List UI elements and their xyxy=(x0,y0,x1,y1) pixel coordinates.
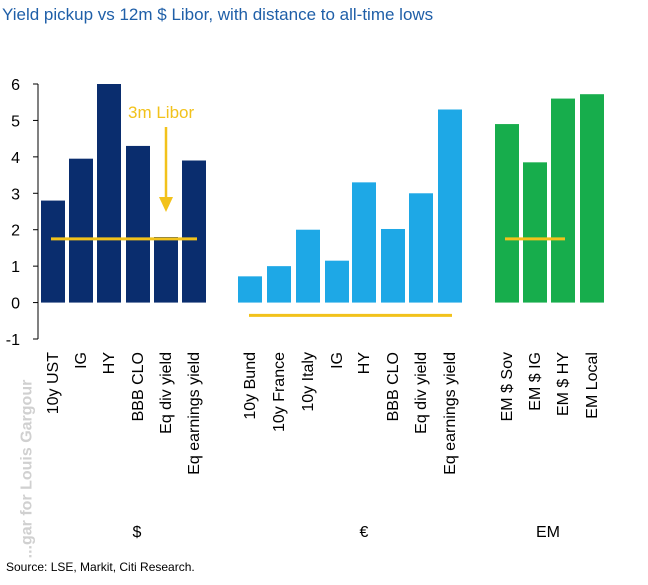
bar-eq-div-yield xyxy=(154,237,178,303)
bar-bbb-clo xyxy=(126,145,150,303)
group-label: EM xyxy=(536,524,560,541)
category-label: BBB CLO xyxy=(130,352,147,421)
bar-10y-ust xyxy=(41,200,65,303)
category-labels: 10y UST IG HY BBB CLO Eq div yield Eq earning… xyxy=(45,352,601,541)
bar-10y-france xyxy=(267,266,291,303)
bar-hy xyxy=(97,84,121,303)
bar-em-ig xyxy=(523,162,547,303)
category-label: Eq earnings yield xyxy=(442,352,459,475)
bar-em-hy xyxy=(551,98,575,303)
bar-eq-div-yield xyxy=(409,193,433,303)
category-label: 10y Bund xyxy=(242,352,259,420)
bar-ig xyxy=(325,260,349,303)
y-tick-label: 1 xyxy=(11,259,20,276)
group-label: $ xyxy=(133,524,142,541)
bars xyxy=(41,84,604,303)
category-label: Eq div yield xyxy=(158,352,175,434)
category-label: Eq div yield xyxy=(413,352,430,434)
y-tick-label: 0 xyxy=(11,296,20,313)
y-tick-label: 4 xyxy=(11,150,20,167)
source-note: Source: LSE, Markit, Citi Research. xyxy=(6,560,195,574)
category-label: HY xyxy=(101,352,118,375)
bar-ig xyxy=(69,158,93,303)
y-tick-label: 2 xyxy=(11,223,20,240)
y-tick-label: 6 xyxy=(11,77,20,94)
group-label: € xyxy=(360,524,369,541)
category-label: 10y France xyxy=(271,352,288,432)
bar-em-sov xyxy=(495,124,519,303)
chart-title: Yield pickup vs 12m $ Libor, with distan… xyxy=(2,5,434,24)
category-label: HY xyxy=(356,352,373,375)
all-time-low-lines xyxy=(51,237,565,317)
y-axis: -1 0 1 2 3 4 5 6 xyxy=(6,77,39,349)
y-tick-label: -1 xyxy=(6,332,20,349)
category-label: BBB CLO xyxy=(385,352,402,421)
bar-10y-bund xyxy=(238,276,262,303)
category-label: EM Local xyxy=(584,352,601,419)
annotation: 3m Libor xyxy=(128,103,194,212)
bar-em-local xyxy=(580,94,604,303)
y-tick-label: 5 xyxy=(11,113,20,130)
libor-annotation-label: 3m Libor xyxy=(128,103,194,122)
category-label: EM $ HY xyxy=(555,352,572,416)
category-label: IG xyxy=(73,352,90,369)
category-label: EM $ IG xyxy=(527,352,544,411)
bar-eq-earnings-yield xyxy=(182,160,206,303)
category-label: 10y Italy xyxy=(300,352,317,412)
category-label: 10y UST xyxy=(45,352,62,414)
bar-10y-italy xyxy=(296,229,320,303)
bar-hy xyxy=(352,182,376,303)
category-label: Eq earnings yield xyxy=(186,352,203,475)
category-label: IG xyxy=(329,352,346,369)
annotation-arrow-head xyxy=(159,197,173,212)
bar-eq-earnings-yield xyxy=(438,109,462,303)
bar-bbb-clo xyxy=(381,228,405,303)
category-label: EM $ Sov xyxy=(499,352,516,421)
y-tick-label: 3 xyxy=(11,186,20,203)
